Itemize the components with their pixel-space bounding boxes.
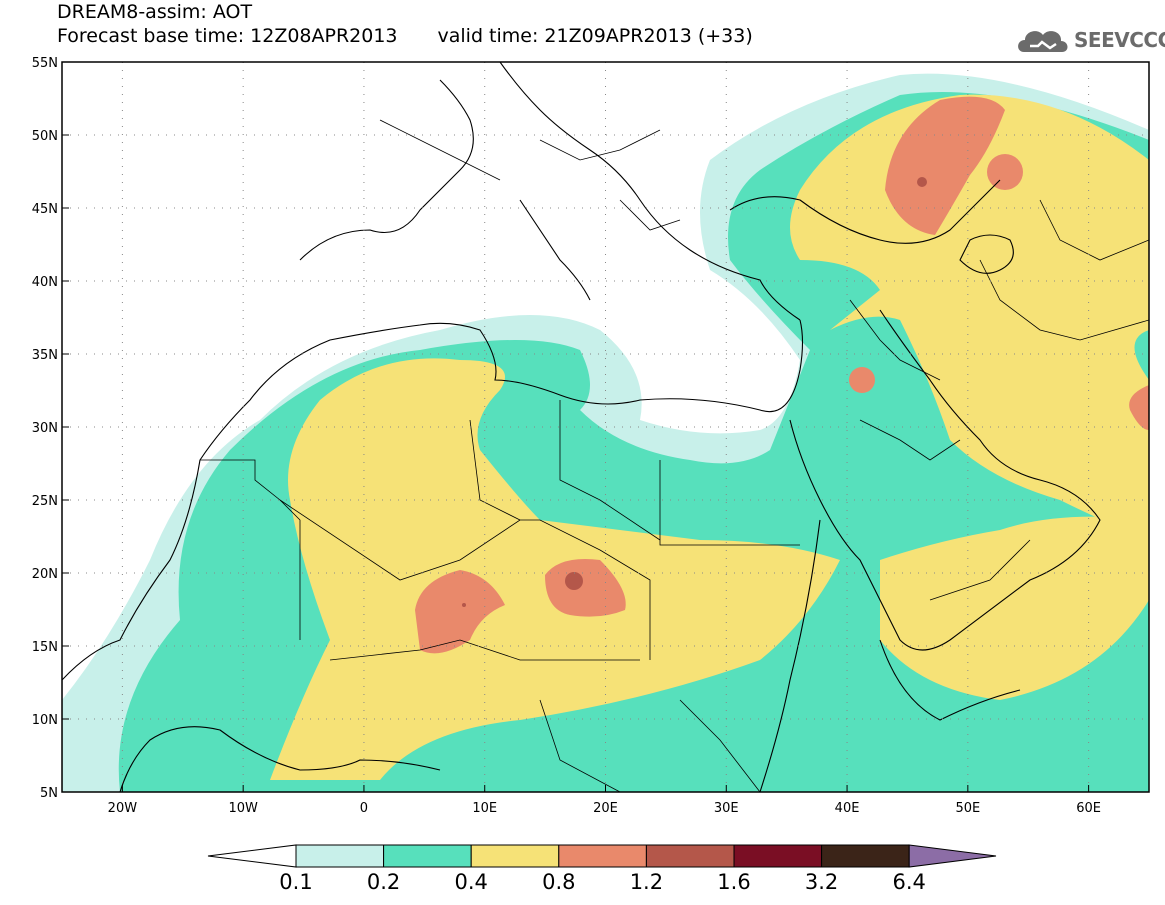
logo-text: SEEVCCC [1074, 28, 1165, 52]
colorbar-level-label: 6.4 [892, 870, 926, 894]
colorbar-box [821, 844, 910, 868]
lat-label: 20N [32, 567, 58, 582]
aot-shade-0.8-f [1129, 385, 1149, 430]
lon-label: 20E [593, 801, 618, 816]
lon-label: 0 [360, 801, 368, 816]
lon-label: 20W [108, 801, 138, 816]
aot-shade-0.4-east [790, 94, 1149, 541]
colorbar-level-label: 0.1 [279, 870, 313, 894]
aot-shade-1.2-b [917, 177, 927, 187]
lat-label: 55N [32, 56, 58, 71]
grid-lines [62, 62, 1149, 792]
aot-shade-0.8-e [849, 367, 875, 393]
political-borders [200, 119, 1149, 792]
colorbar-box [383, 844, 472, 868]
coastlines [62, 62, 1101, 792]
lat-label: 25N [32, 494, 58, 509]
map-title: DREAM8-assim: AOT [57, 1, 253, 23]
colorbar-level-label: 0.2 [366, 870, 401, 894]
base-time: Forecast base time: 12Z08APR2013 [57, 25, 398, 47]
aot-shade-0.4-arabia [880, 516, 1149, 700]
colorbar-box [645, 844, 735, 868]
aot-shade-0.8-d [987, 154, 1023, 190]
lat-label: 30N [32, 421, 58, 436]
lat-label: 45N [32, 202, 58, 217]
lat-label: 5N [40, 786, 58, 801]
valid-time: valid time: 21Z09APR2013 (+33) [437, 25, 753, 47]
aot-shade-0.8-a [415, 570, 505, 654]
longitude-labels: 20W 10W 0 10E 20E 30E 40E 50E 60E [108, 801, 1101, 816]
lon-label: 40E [835, 801, 860, 816]
lon-label: 60E [1076, 801, 1101, 816]
colorbar-box [470, 844, 560, 868]
colorbar-level-label: 1.6 [717, 870, 751, 894]
aot-shade-1.2-c [462, 603, 466, 607]
seevccc-logo: SEEVCCC [1016, 20, 1165, 60]
colorbar-box [558, 844, 647, 868]
colorbar-level-label: 0.8 [542, 870, 576, 894]
colorbar-high-arrow [908, 844, 997, 868]
lat-label: 50N [32, 129, 58, 144]
aot-shade-0.8-c [885, 96, 1005, 236]
lat-label: 10N [32, 713, 58, 728]
colorbar-level-label: 1.2 [629, 870, 664, 894]
lat-label: 40N [32, 275, 58, 290]
cloud-icon [1018, 31, 1068, 52]
colorbar-level-label: 0.4 [454, 870, 488, 894]
colorbar-low-arrow [207, 844, 297, 868]
tick-marks [62, 61, 1090, 793]
aot-shade-1.2-a [565, 572, 583, 590]
lat-label: 35N [32, 348, 58, 363]
lon-label: 50E [955, 801, 980, 816]
forecast-times: Forecast base time: 12Z08APR2013 valid ti… [57, 26, 753, 46]
latitude-labels: 55N 50N 45N 40N 35N 30N 25N 20N 15N 10N 5N [32, 56, 58, 801]
colorbar-box [733, 844, 823, 868]
lon-label: 30E [714, 801, 739, 816]
aot-contours [62, 73, 1149, 792]
lon-label: 10E [472, 801, 497, 816]
lon-label: 10W [228, 801, 258, 816]
lat-label: 15N [32, 640, 58, 655]
aot-shade-0.8-b [545, 559, 626, 617]
colorbar-level-label: 3.2 [804, 870, 839, 894]
colorbar-box [295, 844, 385, 868]
